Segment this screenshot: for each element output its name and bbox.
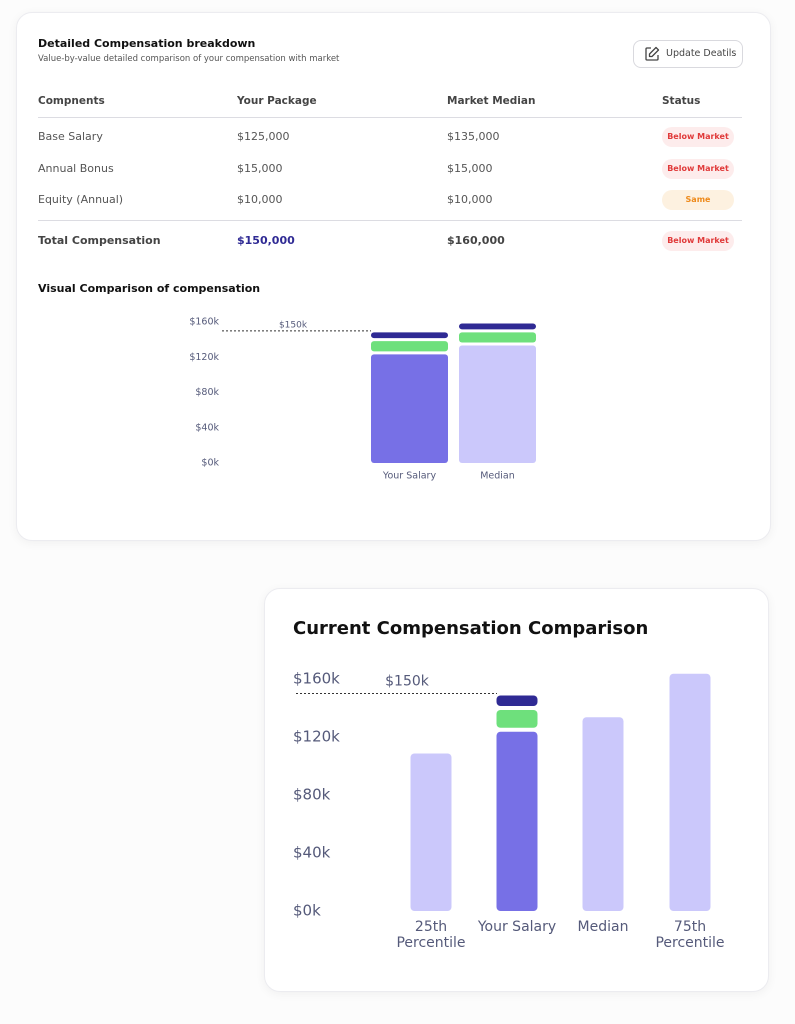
x-tick-label: Median [577, 919, 629, 935]
header-rule [38, 117, 742, 118]
bar-segment [459, 332, 536, 343]
y-tick-label: $120k [293, 728, 340, 746]
bar-segment [410, 753, 452, 911]
bar-segment [371, 354, 448, 463]
edit-icon [645, 46, 660, 61]
reference-label: $150k [385, 674, 430, 690]
chart-title: Current Compensation Comparison [293, 618, 649, 639]
cell: $135,000 [447, 130, 500, 143]
status-badge: Below Market [662, 159, 734, 179]
x-tick-label: Median [480, 471, 515, 482]
bar-segment [371, 341, 448, 352]
x-tick-label: Your Salary [477, 919, 557, 935]
cell: $150,000 [237, 234, 295, 247]
column-header: Market Median [447, 95, 536, 107]
x-tick-label: 75th Percentile [655, 919, 725, 951]
chart-title: Visual Comparison of compensation [38, 282, 261, 295]
bar-segment [371, 332, 448, 339]
y-tick-label: $40k [195, 422, 219, 433]
y-tick-label: $160k [293, 670, 340, 688]
cell: Total Compensation [38, 234, 161, 247]
y-tick-label: $0k [293, 902, 321, 920]
cell: Base Salary [38, 130, 103, 143]
bar-segment [496, 710, 538, 728]
column-header: Compnents [38, 95, 105, 107]
status-badge: Below Market [662, 127, 734, 147]
status-badge: Same [662, 190, 734, 210]
card-subtitle: Value-by-value detailed comparison of yo… [38, 54, 340, 64]
cell: $15,000 [447, 162, 493, 175]
y-tick-label: $40k [293, 844, 331, 862]
status-badge: Below Market [662, 231, 734, 251]
cell: $10,000 [237, 193, 283, 206]
column-header: Status [662, 95, 701, 107]
bar-segment [669, 673, 711, 911]
reference-label: $150k [279, 320, 308, 330]
cell: $10,000 [447, 193, 493, 206]
cell: Equity (Annual) [38, 193, 124, 206]
y-tick-label: $120k [189, 352, 219, 363]
y-tick-label: $160k [189, 317, 219, 328]
total-rule [38, 220, 742, 221]
y-tick-label: $80k [293, 786, 331, 804]
button-label: Update Deatils [666, 48, 737, 59]
y-tick-label: $0k [201, 458, 219, 469]
bar-segment [496, 731, 538, 911]
x-tick-label: Your Salary [382, 471, 437, 482]
bar-segment [459, 323, 536, 330]
update-button[interactable]: Update Deatils [633, 40, 743, 68]
cell: $160,000 [447, 234, 505, 247]
bar-segment [582, 717, 624, 911]
cell: $125,000 [237, 130, 290, 143]
card-title: Detailed Compensation breakdown [38, 37, 256, 50]
bar-segment [496, 695, 538, 706]
column-header: Your Package [237, 95, 317, 107]
x-tick-label: 25th Percentile [396, 919, 466, 951]
y-tick-label: $80k [195, 387, 219, 398]
bar-segment [459, 345, 536, 463]
cell: $15,000 [237, 162, 283, 175]
cell: Annual Bonus [38, 162, 114, 175]
